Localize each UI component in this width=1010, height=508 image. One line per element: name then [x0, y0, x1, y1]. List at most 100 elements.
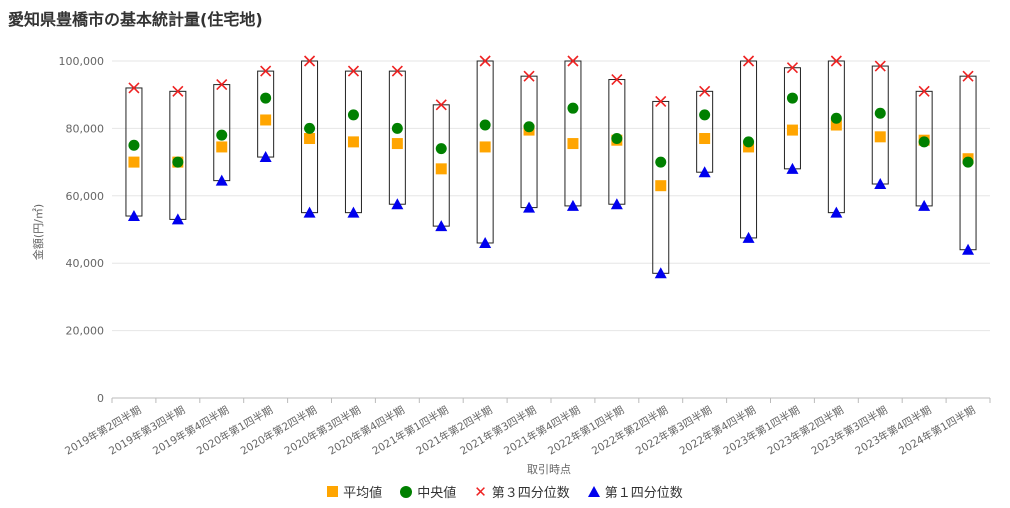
mean-marker[interactable]: [567, 138, 579, 150]
q3-marker[interactable]: [479, 55, 491, 67]
median-marker[interactable]: [260, 92, 272, 104]
y-tick-label: 100,000: [59, 55, 105, 68]
q3-marker[interactable]: [699, 85, 711, 97]
median-marker[interactable]: [304, 122, 316, 134]
median-marker[interactable]: [874, 107, 886, 119]
median-marker[interactable]: [435, 143, 447, 155]
median-marker[interactable]: [655, 156, 667, 168]
q3-marker[interactable]: [742, 55, 755, 67]
q1-marker[interactable]: [610, 198, 623, 210]
x-tick-label: 2023年第2四半期: [765, 403, 846, 457]
y-tick-label: 0: [97, 392, 104, 405]
median-marker[interactable]: [391, 122, 403, 134]
q1-marker[interactable]: [171, 213, 184, 225]
q1-marker[interactable]: [479, 236, 492, 248]
q1-marker[interactable]: [566, 199, 579, 211]
mean-marker[interactable]: [830, 119, 842, 131]
q1-marker[interactable]: [874, 178, 887, 190]
q1-marker[interactable]: [918, 199, 931, 211]
median-marker[interactable]: [611, 133, 623, 145]
q1-marker[interactable]: [435, 220, 448, 232]
q3-marker[interactable]: [260, 65, 272, 77]
q1-marker[interactable]: [391, 198, 404, 210]
legend-label: 平均値: [343, 486, 383, 501]
median-marker[interactable]: [128, 139, 140, 151]
q3-marker[interactable]: [918, 85, 930, 97]
box: [783, 67, 801, 170]
median-marker[interactable]: [216, 129, 228, 141]
mean-marker[interactable]: [786, 124, 798, 136]
median-marker[interactable]: [699, 109, 711, 121]
cross-icon: ✕: [474, 482, 487, 501]
q1-marker[interactable]: [127, 210, 140, 222]
median-marker[interactable]: [918, 136, 930, 148]
median-marker[interactable]: [347, 109, 359, 121]
x-tick-label: 2019年第3四半期: [106, 403, 187, 457]
q1-marker[interactable]: [523, 201, 536, 213]
mean-marker[interactable]: [304, 133, 316, 145]
median-marker[interactable]: [743, 136, 755, 148]
box: [520, 75, 538, 209]
q3-marker[interactable]: [172, 85, 184, 97]
q1-marker[interactable]: [303, 206, 316, 218]
q1-marker[interactable]: [259, 151, 272, 163]
mean-marker[interactable]: [128, 156, 140, 168]
legend-item-median[interactable]: 中央値: [400, 482, 456, 501]
mean-marker[interactable]: [655, 180, 667, 192]
legend-item-q1[interactable]: 第１四分位数: [587, 482, 683, 501]
median-marker[interactable]: [962, 156, 974, 168]
x-axis-label: 取引時点: [527, 462, 571, 476]
mean-marker[interactable]: [874, 131, 886, 143]
x-tick-label: 2020年第4四半期: [326, 403, 407, 457]
q1-marker[interactable]: [698, 166, 711, 178]
legend-label: 中央値: [417, 486, 457, 501]
box: [871, 65, 889, 185]
q3-marker[interactable]: [567, 55, 579, 67]
y-tick-label: 60,000: [66, 190, 105, 203]
q3-marker[interactable]: [128, 82, 140, 94]
q3-marker[interactable]: [391, 65, 403, 77]
q1-marker[interactable]: [962, 243, 975, 255]
box: [696, 90, 714, 173]
q1-marker[interactable]: [786, 162, 799, 174]
x-tick-label: 2019年第2四半期: [63, 403, 144, 457]
median-marker[interactable]: [786, 92, 798, 104]
q3-marker[interactable]: [523, 70, 535, 82]
median-marker[interactable]: [172, 156, 184, 168]
q3-marker[interactable]: [347, 65, 360, 77]
q3-marker[interactable]: [786, 62, 799, 74]
mean-marker[interactable]: [435, 163, 447, 175]
x-tick-label: 2022年第1四半期: [545, 403, 626, 457]
mean-marker[interactable]: [216, 141, 228, 153]
q3-marker[interactable]: [435, 99, 447, 111]
q3-marker[interactable]: [830, 55, 842, 67]
q3-marker[interactable]: [962, 70, 974, 82]
y-tick-label: 80,000: [66, 122, 105, 135]
box: [827, 60, 845, 214]
median-marker[interactable]: [479, 119, 491, 131]
q1-marker[interactable]: [654, 267, 667, 279]
mean-marker[interactable]: [479, 141, 491, 153]
mean-marker[interactable]: [260, 114, 272, 126]
legend-item-mean[interactable]: 平均値: [327, 482, 382, 501]
q3-marker[interactable]: [303, 55, 316, 67]
mean-marker[interactable]: [699, 133, 711, 145]
mean-marker[interactable]: [391, 138, 403, 150]
q3-marker[interactable]: [611, 73, 623, 86]
q1-marker[interactable]: [742, 231, 755, 243]
x-tick-label: 2020年第1四半期: [194, 403, 275, 457]
legend-label: 第１四分位数: [604, 486, 683, 501]
q1-marker[interactable]: [830, 206, 843, 218]
median-marker[interactable]: [830, 112, 842, 124]
q3-marker[interactable]: [655, 95, 667, 108]
box: [125, 87, 143, 217]
legend-item-q3[interactable]: ✕ 第３四分位数: [474, 482, 570, 501]
median-marker[interactable]: [567, 102, 579, 114]
x-tick-label: 2021年第4四半期: [502, 403, 583, 457]
mean-marker[interactable]: [347, 136, 359, 148]
q1-marker[interactable]: [347, 206, 360, 218]
median-marker[interactable]: [523, 121, 535, 133]
q1-marker[interactable]: [215, 174, 228, 186]
q3-marker[interactable]: [216, 79, 228, 91]
q3-marker[interactable]: [874, 60, 886, 72]
